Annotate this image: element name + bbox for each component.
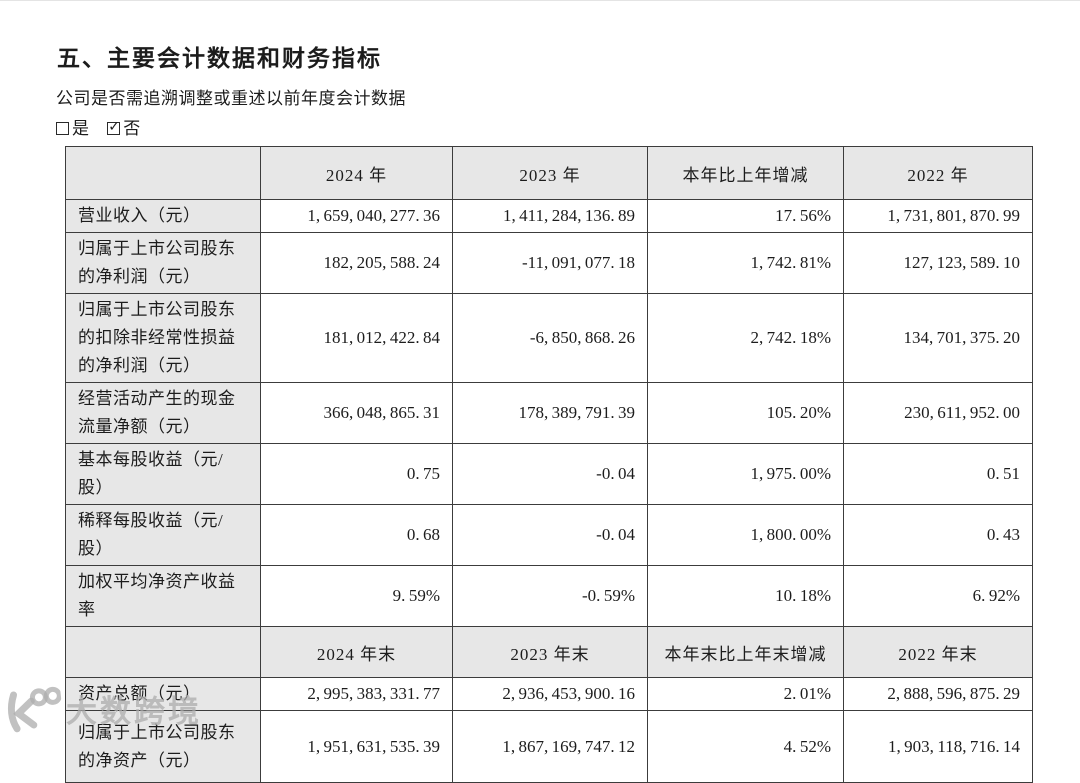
cell-value: 1, 731, 801, 870. 99 <box>843 199 1033 233</box>
corner-cell <box>65 146 261 200</box>
table-row: 稀释每股收益（元/股） 0. 68 -0. 04 1, 800. 00% 0. 43 <box>65 504 1033 566</box>
financial-table-body: 2024 年 2023 年本年比上年增减 2022 年营业收入（元） 1, 659, … <box>65 146 1033 783</box>
cell-value: 1, 975. 00% <box>647 443 844 505</box>
cell-value: 1, 800. 00% <box>647 504 844 566</box>
cell-value: 105. 20% <box>647 382 844 444</box>
column-header: 2022 年 <box>843 146 1033 200</box>
cell-value: -11, 091, 077. 18 <box>452 232 648 294</box>
table-header-row: 2024 年 2023 年本年比上年增减 2022 年 <box>65 146 1033 200</box>
cell-value: 0. 43 <box>843 504 1033 566</box>
table-row: 基本每股收益（元/股） 0. 75 -0. 04 1, 975. 00% 0. 51 <box>65 443 1033 505</box>
cell-value: 2, 742. 18% <box>647 293 844 383</box>
cell-value: 2. 01% <box>647 677 844 711</box>
row-label: 稀释每股收益（元/股） <box>65 504 261 566</box>
option-no-label: 否 <box>123 119 141 138</box>
cell-value: 127, 123, 589. 10 <box>843 232 1033 294</box>
document-page: { "document": { "section_title": "五、主要会计… <box>0 0 1080 747</box>
row-label: 资产总额（元） <box>65 677 261 711</box>
cell-value: -0. 04 <box>452 504 648 566</box>
cell-value: 1, 742. 81% <box>647 232 844 294</box>
cell-value: 366, 048, 865. 31 <box>260 382 453 444</box>
row-label: 加权平均净资产收益率 <box>65 565 261 627</box>
cell-value: 2, 888, 596, 875. 29 <box>843 677 1033 711</box>
table-row: 资产总额（元） 2, 995, 383, 331. 77 2, 936, 453, … <box>65 677 1033 711</box>
corner-cell <box>65 626 261 678</box>
row-label: 归属于上市公司股东的净利润（元） <box>65 232 261 294</box>
column-header: 2024 年 <box>260 146 453 200</box>
cell-value: 0. 68 <box>260 504 453 566</box>
column-header: 2022 年末 <box>843 626 1033 678</box>
cell-value: -0. 59% <box>452 565 648 627</box>
cell-value: 10. 18% <box>647 565 844 627</box>
column-header: 2023 年末 <box>452 626 648 678</box>
section-title: 五、主要会计数据和财务指标 <box>57 46 382 72</box>
restatement-question: 公司是否需追溯调整或重述以前年度会计数据 <box>56 89 406 108</box>
cell-value: 6. 92% <box>843 565 1033 627</box>
cell-value: -0. 04 <box>452 443 648 505</box>
cell-value: 134, 701, 375. 20 <box>843 293 1033 383</box>
option-yes: 是 <box>56 119 89 138</box>
cell-value: 2, 995, 383, 331. 77 <box>260 677 453 711</box>
option-yes-label: 是 <box>72 119 89 138</box>
checkbox-yes-icon <box>56 122 69 135</box>
row-label: 归属于上市公司股东的扣除非经常性损益的净利润（元） <box>65 293 261 383</box>
table-row: 归属于上市公司股东的净利润（元） 182, 205, 588. 24 -11, 09… <box>65 232 1033 294</box>
table-row: 归属于上市公司股东的扣除非经常性损益的净利润（元） 181, 012, 422. … <box>65 293 1033 383</box>
row-label: 营业收入（元） <box>65 199 261 233</box>
option-no: 否 <box>107 119 140 138</box>
cell-value: -6, 850, 868. 26 <box>452 293 648 383</box>
cell-value: 1, 411, 284, 136. 89 <box>452 199 648 233</box>
cell-value: 2, 936, 453, 900. 16 <box>452 677 648 711</box>
cell-value: 181, 012, 422. 84 <box>260 293 453 383</box>
table-header-row: 2024 年末 2023 年末 本年末比上年末增减 2022 年末 <box>65 626 1033 678</box>
column-header: 本年末比上年末增减 <box>647 626 844 678</box>
column-header: 本年比上年增减 <box>647 146 844 200</box>
cell-value: 230, 611, 952. 00 <box>843 382 1033 444</box>
table-row: 加权平均净资产收益率 9. 59% -0. 59% 10. 18% 6. 92% <box>65 565 1033 627</box>
table-row: 经营活动产生的现金流量净额（元） 366, 048, 865. 31 178, 38… <box>65 382 1033 444</box>
row-label: 经营活动产生的现金流量净额（元） <box>65 382 261 444</box>
cell-value: 9. 59% <box>260 565 453 627</box>
column-header: 2023 年 <box>452 146 648 200</box>
column-header: 2024 年末 <box>260 626 453 678</box>
cell-value: 182, 205, 588. 24 <box>260 232 453 294</box>
cell-value: 178, 389, 791. 39 <box>452 382 648 444</box>
row-label: 基本每股收益（元/股） <box>65 443 261 505</box>
table-row: 营业收入（元） 1, 659, 040, 277. 36 1, 411, 284, … <box>65 199 1033 233</box>
cell-value: 17. 56% <box>647 199 844 233</box>
cell-value: 1, 659, 040, 277. 36 <box>260 199 453 233</box>
brand-logo-icon <box>7 686 62 733</box>
restatement-options: 是 否 <box>56 114 154 139</box>
financial-indicators-table: 2024 年 2023 年本年比上年增减 2022 年营业收入（元） 1, 659, … <box>65 146 1033 783</box>
cell-value: 0. 75 <box>260 443 453 505</box>
checkbox-no-icon <box>107 119 121 135</box>
cell-value: 0. 51 <box>843 443 1033 505</box>
